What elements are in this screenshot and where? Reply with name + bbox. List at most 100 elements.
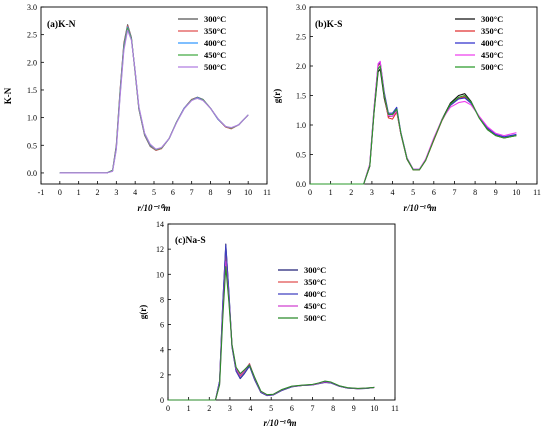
x-tick-label: 9 (227, 188, 231, 197)
x-tick-label: -1 (38, 188, 45, 197)
y-tick-label: 8 (160, 295, 164, 304)
y-tick-label: 3.0 (296, 3, 306, 12)
y-tick-label: 0.0 (296, 180, 306, 189)
panel-a-y-axis-label: K-N (3, 87, 13, 104)
x-tick-label: 10 (370, 404, 378, 413)
panel-c-chart: (c)Na-S g(r) r/10⁻¹⁰m 0 1 2 3 4 5 6 7 8 9 10 110246… (138, 220, 399, 428)
legend-label: 300°C (204, 14, 226, 24)
series-line-0 (168, 243, 375, 401)
x-tick-label: 4 (391, 188, 395, 197)
x-tick-label: 1 (77, 188, 81, 197)
panel-a-chart: (a)K-N K-N r/10⁻¹⁰m -1 0 1 2 3 4 5 6 7 8 9 10 11 0.0 0… (3, 3, 271, 213)
x-tick-label: 8 (331, 404, 335, 413)
y-tick-label: 0.0 (27, 169, 37, 178)
x-tick-label: 4 (133, 188, 137, 197)
series-line-4 (310, 65, 517, 185)
y-tick-label: 0 (160, 396, 164, 405)
y-tick-label: 1.5 (27, 86, 37, 95)
y-tick-label: 3.0 (27, 3, 37, 12)
x-tick-label: 1 (187, 404, 191, 413)
panel-b-y-axis-label: g(r) (272, 89, 282, 104)
legend-label: 300°C (481, 14, 503, 24)
y-tick-label: 0.5 (296, 151, 306, 160)
x-tick-label: 10 (512, 188, 520, 197)
panel-c-legend: 300°C 350°C 400°C 450°C 500°C (278, 265, 326, 323)
series-line-2 (59, 26, 249, 174)
x-tick-label: 9 (494, 188, 498, 197)
panel-c-plot-frame (167, 223, 396, 401)
y-tick-label: 2.5 (27, 31, 37, 40)
x-tick-label: 7 (452, 188, 456, 197)
panel-c-series-lines (168, 243, 375, 401)
y-tick-label: 10 (156, 270, 164, 279)
legend-label: 500°C (204, 62, 226, 72)
legend-label: 450°C (304, 301, 326, 311)
x-tick-label: 7 (190, 188, 194, 197)
legend-label: 450°C (481, 50, 503, 60)
panel-b-chart: (b)K-S g(r) r/10⁻¹⁰m 0 1 2 3 4 5 6 7 8 9 10 11 0.0 0.… (272, 3, 541, 213)
series-line-1 (168, 251, 375, 401)
series-line-2 (168, 244, 375, 401)
x-tick-label: 3 (114, 188, 118, 197)
y-tick-label: 0.5 (27, 141, 37, 150)
x-tick-label: 5 (269, 404, 273, 413)
x-tick-label: 8 (473, 188, 477, 197)
x-tick-label: 7 (310, 404, 314, 413)
x-tick-label: 2 (349, 188, 353, 197)
panel-a-title: (a)K-N (47, 19, 76, 30)
x-tick-label: 4 (249, 404, 253, 413)
y-tick-label: 4 (160, 346, 164, 355)
x-tick-label: 6 (290, 404, 294, 413)
x-tick-label: 11 (533, 188, 541, 197)
y-tick-label: 2.0 (27, 58, 37, 67)
series-line-4 (168, 266, 375, 401)
y-tick-label: 2.5 (296, 33, 306, 42)
series-line-4 (59, 29, 249, 174)
legend-label: 450°C (204, 50, 226, 60)
panel-a-x-axis-label: r/10⁻¹⁰m (137, 203, 170, 213)
x-tick-label: 3 (370, 188, 374, 197)
x-tick-label: 6 (171, 188, 175, 197)
series-line-3 (168, 261, 375, 401)
x-tick-label: 8 (209, 188, 213, 197)
x-tick-label: 3 (228, 404, 232, 413)
panel-b-title: (b)K-S (315, 19, 342, 30)
y-tick-label: 2 (160, 371, 164, 380)
y-tick-label: 6 (160, 321, 164, 330)
x-tick-label: 11 (263, 188, 271, 197)
panel-a-plot-frame (40, 6, 268, 185)
panel-c-y-axis-label: g(r) (138, 305, 148, 320)
legend-label: 300°C (304, 265, 326, 275)
legend-label: 400°C (304, 289, 326, 299)
series-line-3 (310, 60, 517, 185)
panel-b-ticks: 0 1 2 3 4 5 6 7 8 9 10 11 0.0 0.5 1.0 1.5 2.0 2.5 3.0 (296, 3, 541, 197)
x-tick-label: 5 (411, 188, 415, 197)
legend-label: 350°C (481, 26, 503, 36)
y-tick-label: 12 (156, 245, 164, 254)
panel-b-x-axis-label: r/10⁻¹⁰m (403, 203, 436, 213)
x-tick-label: 0 (308, 188, 312, 197)
y-tick-label: 2.0 (296, 62, 306, 71)
panel-c-title: (c)Na-S (175, 235, 206, 246)
panel-c-x-axis-label: r/10⁻¹⁰m (263, 418, 296, 428)
x-tick-label: 2 (96, 188, 100, 197)
y-tick-label: 1.0 (27, 114, 37, 123)
legend-label: 400°C (481, 38, 503, 48)
y-tick-label: 1.0 (296, 121, 306, 130)
x-tick-label: 0 (166, 404, 170, 413)
legend-label: 500°C (481, 62, 503, 72)
legend-label: 500°C (304, 313, 326, 323)
panel-b-series-lines (310, 60, 517, 185)
panel-a-series-lines (59, 24, 249, 174)
series-line-2 (310, 61, 517, 185)
x-tick-label: 0 (58, 188, 62, 197)
x-tick-label: 10 (244, 188, 252, 197)
x-tick-label: 9 (352, 404, 356, 413)
x-tick-label: 11 (391, 404, 399, 413)
x-tick-label: 5 (152, 188, 156, 197)
x-tick-label: 6 (432, 188, 436, 197)
legend-label: 350°C (304, 277, 326, 287)
x-tick-label: 1 (329, 188, 333, 197)
